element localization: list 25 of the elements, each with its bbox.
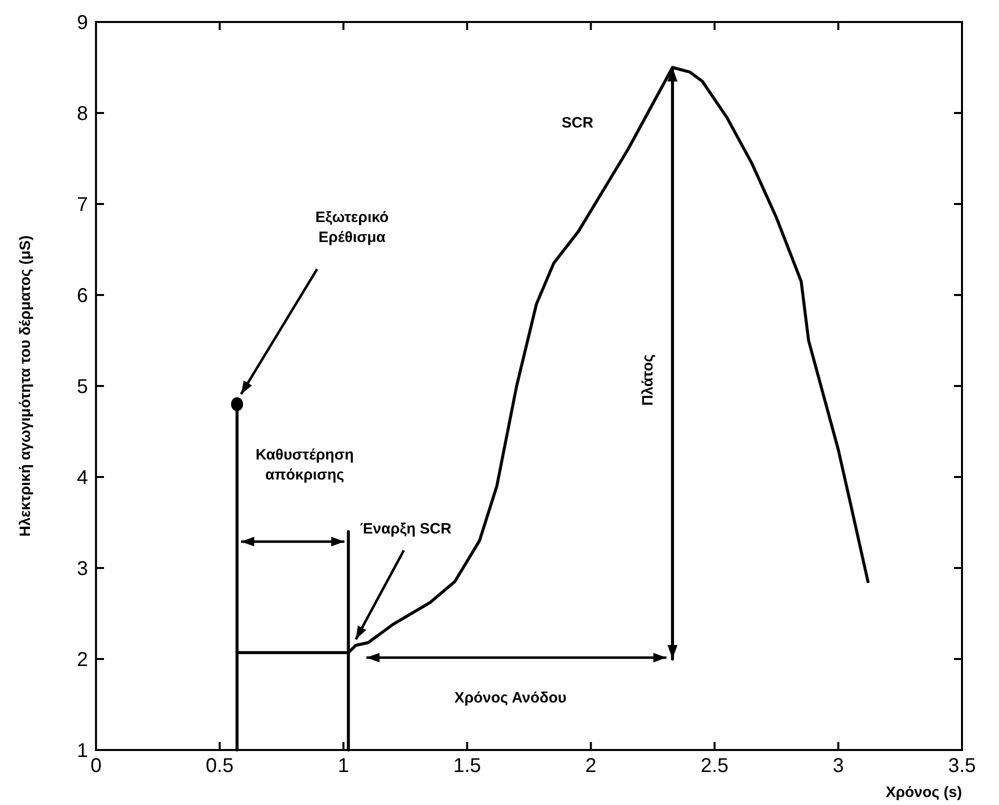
y-tick-label: 8 bbox=[76, 103, 88, 125]
y-axis-title: Ηλεκτρική αγωγιμότητα του δέρματος (μS) bbox=[17, 235, 34, 537]
x-tick-label: 1.5 bbox=[453, 755, 482, 777]
x-tick-label: 0 bbox=[90, 755, 102, 777]
y-tick-label: 5 bbox=[76, 376, 88, 398]
x-axis-title: Χρόνος (s) bbox=[886, 784, 962, 801]
annotation: SCR bbox=[562, 114, 594, 132]
y-tick-label: 6 bbox=[76, 285, 88, 307]
y-tick-label: 9 bbox=[76, 12, 88, 34]
y-tick-label: 3 bbox=[76, 558, 88, 580]
annotation: Εξωτερικό Ερέθισμα bbox=[315, 209, 389, 246]
x-tick-label: 3.5 bbox=[948, 755, 976, 777]
y-tick-label: 4 bbox=[76, 467, 88, 489]
y-tick-label: 7 bbox=[76, 194, 88, 216]
x-tick-label: 1 bbox=[338, 755, 349, 777]
annotation: Έναρξη SCR bbox=[360, 520, 452, 538]
annotation: Καθυστέρηση απόκρισης bbox=[256, 446, 354, 484]
annotation: Χρόνος Ανόδου bbox=[454, 690, 567, 707]
y-tick-label: 2 bbox=[76, 649, 88, 671]
x-tick-label: 2.5 bbox=[700, 755, 728, 777]
x-tick-label: 0.5 bbox=[206, 755, 234, 777]
annotation: Πλάτος bbox=[640, 354, 657, 406]
y-tick-label: 1 bbox=[76, 740, 88, 762]
x-tick-label: 2 bbox=[585, 755, 596, 777]
x-tick-label: 3 bbox=[832, 755, 844, 777]
